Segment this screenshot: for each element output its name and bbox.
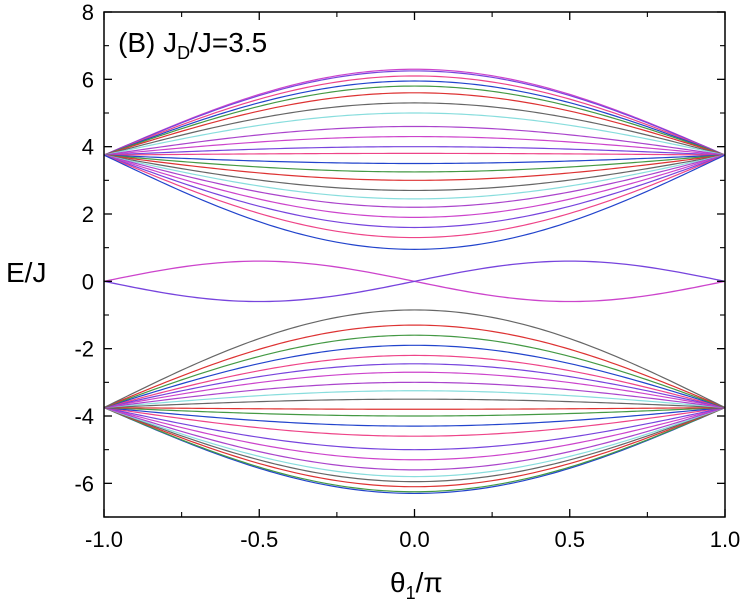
x-axis-label: θ1/π (390, 567, 443, 603)
lower-band-line (103, 344, 726, 409)
upper-band-line (103, 154, 726, 229)
x-tick-label: 0.5 (554, 527, 585, 552)
lower-band-line (103, 406, 726, 437)
upper-band-line (103, 135, 726, 156)
lower-band-line (103, 407, 726, 483)
y-tick-label: 0 (82, 269, 94, 294)
upper-band-line (103, 70, 726, 156)
lower-band-line (103, 309, 726, 409)
y-tick-label: 8 (82, 0, 94, 25)
lower-band-line (103, 406, 726, 451)
upper-band-line (103, 154, 726, 173)
lower-band-line (103, 407, 726, 495)
lower-band-line (103, 390, 726, 409)
chart-title-subscript: D (177, 43, 190, 63)
upper-band-line (103, 154, 726, 208)
axis-ticks: -1.0 -0.5 0.0 0.5 1.0 8 6 4 2 0 -2 -4 -6 (74, 0, 740, 552)
upper-band-line (103, 85, 726, 156)
lower-band-line (103, 354, 726, 409)
y-tick-label: -6 (74, 471, 94, 496)
chart-title-main: (B) J (118, 27, 177, 58)
lower-band-line (103, 334, 726, 409)
lower-band-line (103, 324, 726, 409)
lower-band-line (103, 398, 726, 409)
upper-band-line (103, 125, 726, 156)
y-tick-label: -2 (74, 337, 94, 362)
lower-band-line (103, 406, 726, 417)
upper-band-line (103, 154, 726, 200)
lower-band-line (103, 381, 726, 409)
upper-band-line (103, 92, 726, 156)
y-tick-label: 6 (82, 67, 94, 92)
plot-lines (103, 68, 726, 495)
chart-title: (B) JD/J=3.5 (118, 27, 267, 63)
x-tick-label: -1.0 (85, 527, 123, 552)
x-axis-label-subscript: 1 (406, 583, 416, 603)
upper-band-line (103, 146, 726, 156)
x-tick-label: -0.5 (240, 527, 278, 552)
chart-title-rest: /J=3.5 (190, 27, 267, 58)
lower-band-line (103, 406, 726, 461)
upper-band-line (103, 102, 726, 156)
lower-band-line (103, 407, 726, 478)
upper-band-line (103, 68, 726, 156)
y-tick-label: 2 (82, 202, 94, 227)
y-tick-label: -4 (74, 404, 94, 429)
lower-band-line (103, 407, 726, 488)
upper-band-line (103, 154, 726, 218)
lower-band-line (103, 363, 726, 409)
upper-band-line (103, 154, 726, 192)
lower-band-line (103, 407, 726, 471)
y-tick-label: 4 (82, 135, 94, 160)
upper-band-line (103, 154, 726, 181)
x-axis-label-main: θ (390, 567, 406, 598)
lower-band-line (103, 407, 726, 493)
y-axis-label: E/J (6, 257, 46, 288)
upper-band-line (103, 112, 726, 156)
upper-band-line (103, 75, 726, 156)
upper-band-line (103, 152, 726, 156)
edge-state-line (103, 260, 726, 303)
upper-band-line (103, 80, 726, 156)
upper-band-line (103, 154, 726, 239)
x-tick-label: 0.0 (399, 527, 430, 552)
upper-band-line (103, 154, 726, 165)
x-tick-label: 1.0 (710, 527, 741, 552)
lower-band-line (103, 406, 726, 427)
lower-band-line (103, 371, 726, 409)
x-axis-label-rest: /π (416, 567, 443, 598)
lower-band-line (103, 406, 726, 410)
upper-band-line (103, 154, 726, 250)
